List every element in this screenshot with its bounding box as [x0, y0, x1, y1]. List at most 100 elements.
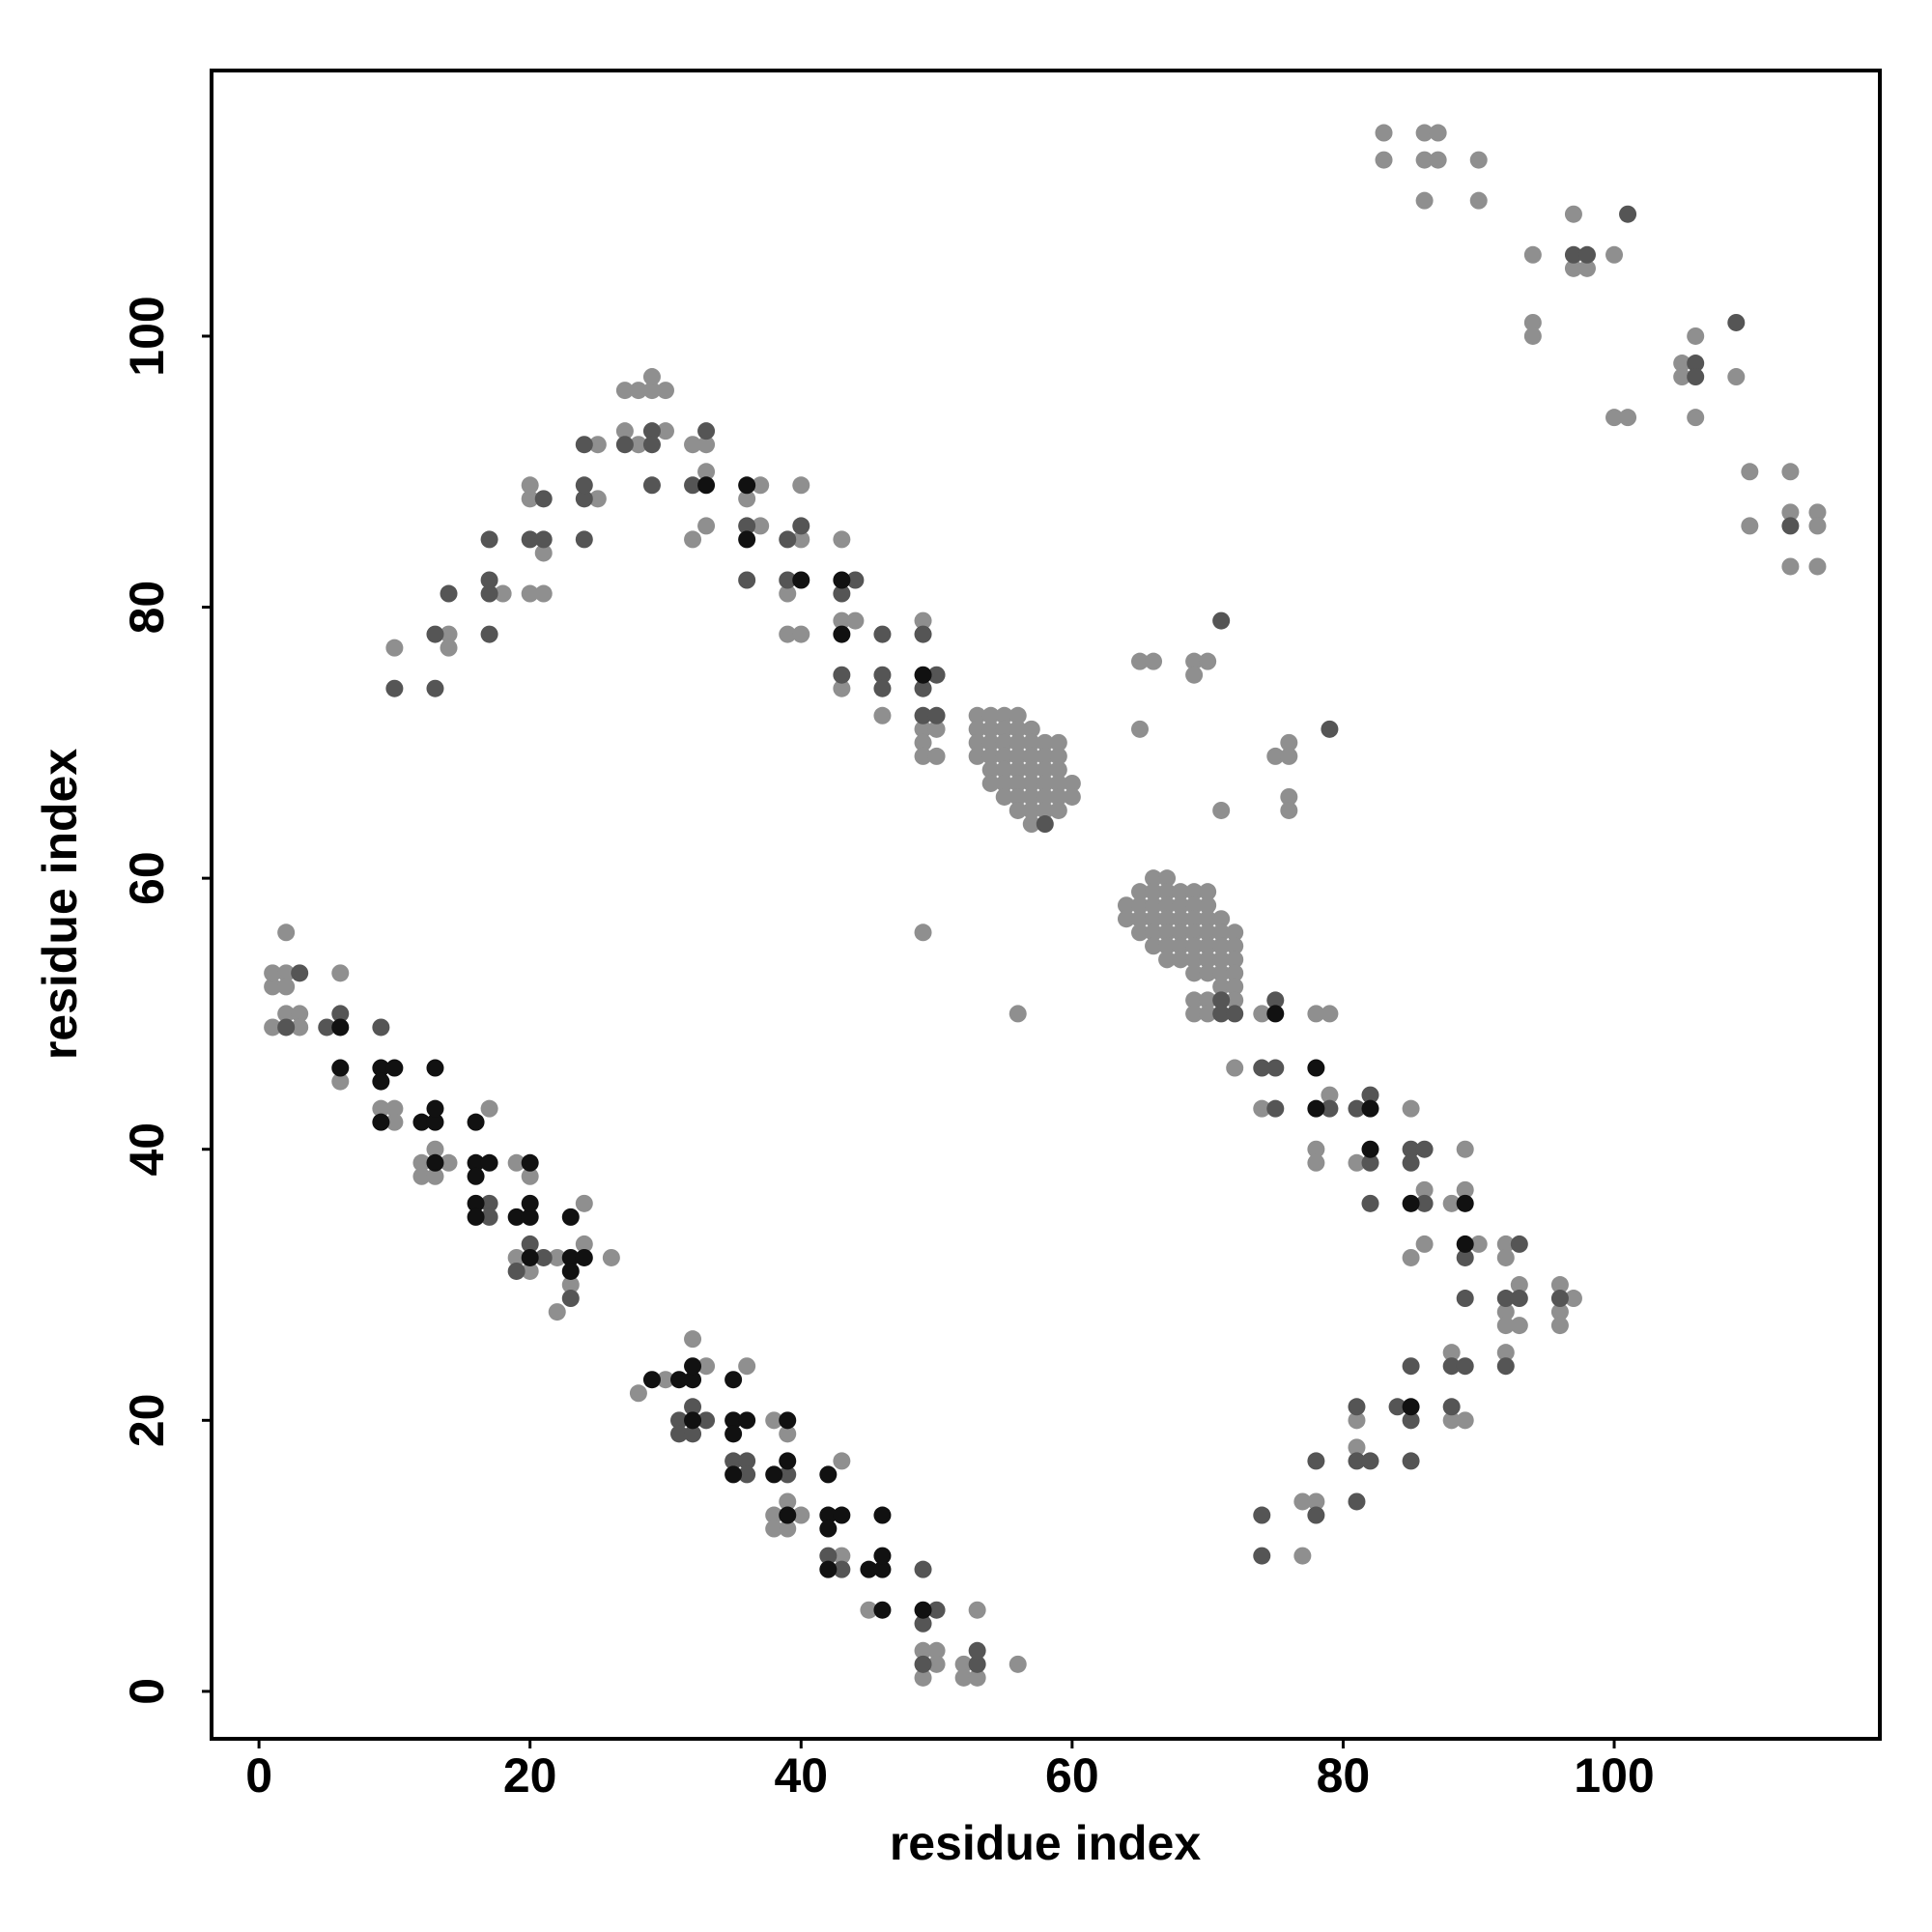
point — [914, 733, 932, 752]
point — [385, 1059, 404, 1077]
point — [1022, 815, 1040, 834]
point — [480, 1208, 498, 1226]
point — [1673, 355, 1691, 373]
point — [1687, 368, 1705, 386]
point — [1510, 1290, 1528, 1308]
point — [995, 733, 1013, 752]
point — [1415, 1235, 1434, 1253]
point — [440, 625, 458, 643]
point — [480, 1194, 498, 1212]
point — [954, 1655, 973, 1673]
point — [1199, 923, 1217, 942]
point — [480, 584, 498, 603]
point — [1036, 747, 1054, 765]
point — [385, 1113, 404, 1131]
point — [1781, 463, 1800, 481]
point — [1402, 1140, 1420, 1158]
point — [684, 1425, 702, 1443]
point — [521, 476, 539, 495]
point — [1117, 910, 1135, 928]
point — [1741, 517, 1759, 535]
point — [277, 1018, 296, 1037]
point — [1036, 733, 1054, 752]
point — [1185, 896, 1204, 915]
point — [1063, 774, 1081, 792]
point — [779, 530, 797, 549]
point — [1415, 124, 1434, 142]
point — [1781, 503, 1800, 522]
point — [480, 1099, 498, 1118]
point — [779, 625, 797, 643]
x-tick-label: 80 — [1317, 1748, 1371, 1803]
point — [1145, 652, 1163, 670]
point — [1145, 869, 1163, 888]
point — [833, 679, 851, 697]
point — [1510, 1276, 1528, 1294]
point — [752, 517, 770, 535]
point — [575, 1248, 593, 1266]
point — [642, 476, 661, 495]
point — [873, 666, 892, 684]
point — [1321, 1005, 1339, 1023]
point — [1496, 1235, 1515, 1253]
point — [1550, 1276, 1569, 1294]
point — [995, 787, 1013, 806]
point — [968, 1655, 986, 1673]
point — [670, 1411, 689, 1430]
point — [1022, 747, 1040, 765]
point — [277, 923, 296, 942]
point — [385, 639, 404, 657]
point — [1361, 1153, 1379, 1172]
point — [1036, 801, 1054, 819]
point — [507, 1262, 526, 1280]
point — [575, 530, 593, 549]
point — [981, 774, 1000, 792]
point — [521, 584, 539, 603]
point — [684, 530, 702, 549]
point — [1361, 1194, 1379, 1212]
point — [697, 436, 716, 454]
point — [779, 584, 797, 603]
point — [914, 1614, 932, 1633]
point — [738, 1452, 756, 1470]
point — [914, 1655, 932, 1673]
point — [1199, 991, 1217, 1009]
point — [1293, 1547, 1312, 1565]
point — [1510, 1317, 1528, 1335]
point — [1280, 787, 1298, 806]
point — [1022, 733, 1040, 752]
point — [1469, 191, 1488, 210]
point — [1361, 1452, 1379, 1470]
point — [1009, 720, 1027, 738]
point — [642, 422, 661, 440]
point — [1415, 151, 1434, 169]
point — [1321, 720, 1339, 738]
point — [1673, 368, 1691, 386]
point — [765, 1520, 783, 1538]
point — [860, 1601, 878, 1619]
point — [1550, 1290, 1569, 1308]
point — [521, 490, 539, 508]
point — [1605, 409, 1624, 427]
point — [1456, 1411, 1474, 1430]
point — [1741, 463, 1759, 481]
point — [1496, 1290, 1515, 1308]
point — [1321, 1086, 1339, 1104]
point — [507, 1208, 526, 1226]
point — [1158, 896, 1177, 915]
point — [440, 639, 458, 657]
point — [1022, 774, 1040, 792]
point — [724, 1371, 743, 1389]
point — [1523, 327, 1542, 345]
point — [1185, 964, 1204, 982]
point — [1131, 910, 1150, 928]
point — [412, 1153, 431, 1172]
point — [914, 611, 932, 630]
point — [927, 1655, 946, 1673]
point — [738, 1411, 756, 1430]
point — [575, 476, 593, 495]
point — [738, 476, 756, 495]
point — [1253, 1059, 1271, 1077]
point — [1158, 910, 1177, 928]
